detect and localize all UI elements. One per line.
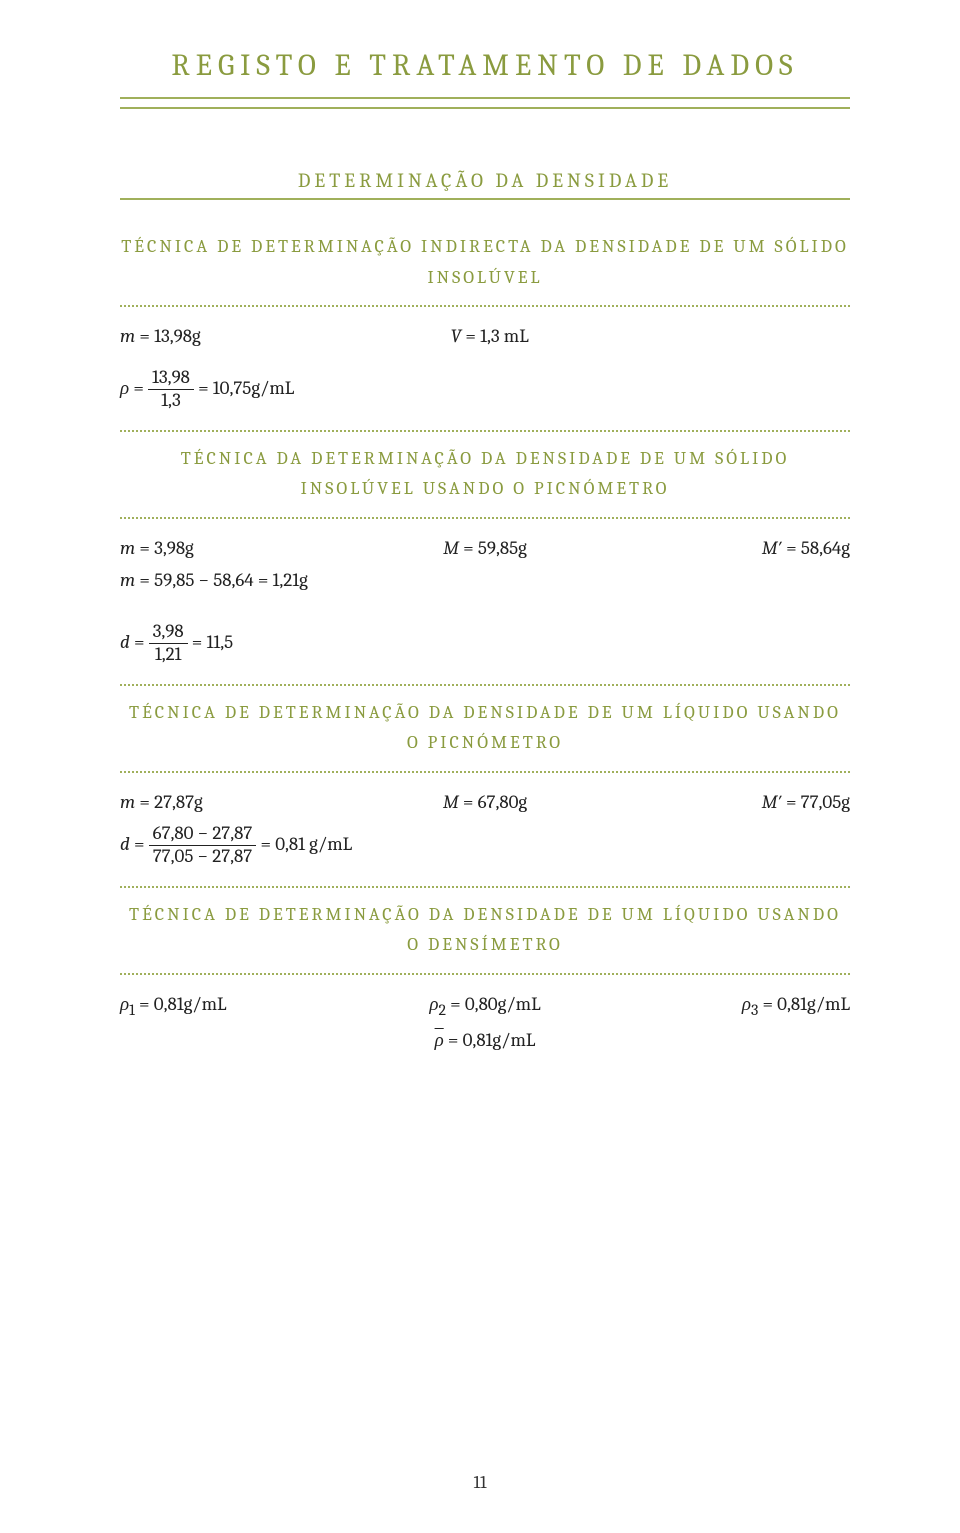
- value-mdiff: m = 59,85 − 58,64 = 1,21g: [120, 569, 308, 591]
- value-d2: d = 3,981,21 = 11,5: [120, 621, 233, 666]
- dotted-rule: [120, 684, 850, 686]
- section2-row-mMM: m = 3,98g M = 59,85g M′ = 58,64g: [120, 527, 850, 569]
- dotted-rule: [120, 771, 850, 773]
- section3-row-mMM: m = 27,87g M = 67,80g M′ = 77,05g: [120, 781, 850, 823]
- section3-heading: TÉCNICA DE DETERMINAÇÃO DA DENSIDADE DE …: [120, 694, 850, 763]
- value-rho3: ρ3 = 0,81g/mL: [607, 993, 850, 1019]
- section4-heading: TÉCNICA DE DETERMINAÇÃO DA DENSIDADE DE …: [120, 896, 850, 965]
- title-double-rule: [120, 97, 850, 109]
- section2-row-d: d = 3,981,21 = 11,5: [120, 611, 850, 676]
- dotted-rule: [120, 430, 850, 432]
- value-rho: ρ = 13,981,3 = 10,75g/mL: [120, 367, 294, 412]
- section1-row-rho: ρ = 13,981,3 = 10,75g/mL: [120, 357, 850, 422]
- value-m3: m = 27,87g: [120, 791, 363, 813]
- value-M3: M = 67,80g: [363, 791, 606, 813]
- section4-row-mean: ρ = 0,81g/mL: [120, 1029, 850, 1062]
- section1-row-mV: m = 13,98g V = 1,3 mL: [120, 315, 850, 357]
- subtitle: DETERMINAÇÃO DA DENSIDADE: [120, 169, 850, 192]
- value-Mp2: M′ = 58,64g: [607, 537, 850, 559]
- page-title: REGISTO E TRATAMENTO DE DADOS: [120, 48, 850, 109]
- value-m2: m = 3,98g: [120, 537, 363, 559]
- value-rho1: ρ1 = 0,81g/mL: [120, 993, 363, 1019]
- dotted-rule: [120, 886, 850, 888]
- section4-row-rhos: ρ1 = 0,81g/mL ρ2 = 0,80g/mL ρ3 = 0,81g/m…: [120, 983, 850, 1029]
- value-V: V = 1,3 mL: [451, 325, 529, 347]
- value-rho-mean: ρ = 0,81g/mL: [435, 1029, 536, 1052]
- value-M2: M = 59,85g: [363, 537, 606, 559]
- section2-heading: TÉCNICA DA DETERMINAÇÃO DA DENSIDADE DE …: [120, 440, 850, 509]
- section3-row-d: d = 67,80 − 27,8777,05 − 27,87 = 0,81 g/…: [120, 823, 850, 878]
- title-text: REGISTO E TRATAMENTO DE DADOS: [171, 48, 798, 83]
- document-page: REGISTO E TRATAMENTO DE DADOS DETERMINAÇ…: [0, 0, 960, 1533]
- dotted-rule: [120, 517, 850, 519]
- section2-row-diff: m = 59,85 − 58,64 = 1,21g: [120, 569, 850, 601]
- dotted-rule: [120, 305, 850, 307]
- page-number: 11: [0, 1472, 960, 1493]
- value-m: m = 13,98g: [120, 325, 201, 347]
- value-rho2: ρ2 = 0,80g/mL: [363, 993, 606, 1019]
- dotted-rule: [120, 973, 850, 975]
- value-d3: d = 67,80 − 27,8777,05 − 27,87 = 0,81 g/…: [120, 823, 352, 868]
- value-Mp3: M′ = 77,05g: [607, 791, 850, 813]
- section1-heading: TÉCNICA DE DETERMINAÇÃO INDIRECTA DA DEN…: [120, 228, 850, 297]
